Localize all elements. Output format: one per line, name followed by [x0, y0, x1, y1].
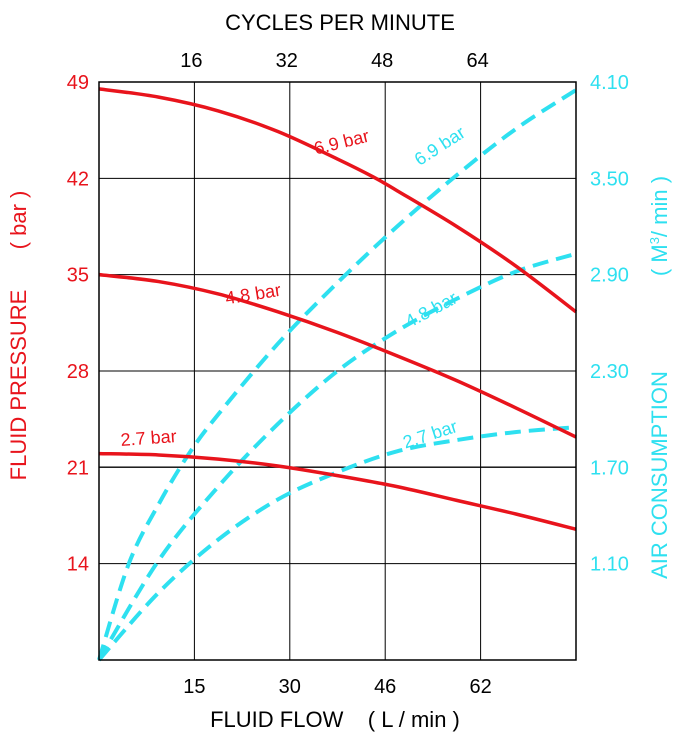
right-tick-label: 4.10 — [590, 72, 629, 94]
right-axis-unit: ( M3/ min ) — [647, 176, 672, 276]
right-axis-unit-suffix: / min ) — [647, 176, 672, 237]
pressure-series-label: 2.7 bar — [120, 426, 177, 450]
air-series-line — [97, 88, 578, 661]
pressure-series-label: 4.8 bar — [224, 280, 282, 309]
right-axis-ticks: 4.10 3.50 2.90 2.30 1.70 1.10 — [590, 72, 629, 576]
right-axis-title: AIR CONSUMPTION — [647, 371, 672, 579]
bottom-axis-ticks: 15 30 46 62 — [183, 676, 491, 698]
right-axis-unit-sup: 3 — [647, 237, 662, 244]
left-tick-label: 35 — [67, 265, 89, 287]
right-axis-unit-prefix: ( M — [647, 244, 672, 276]
bottom-tick-label: 30 — [279, 676, 301, 698]
left-tick-label: 49 — [67, 72, 89, 94]
bottom-tick-label: 46 — [374, 676, 396, 698]
right-tick-label: 2.30 — [590, 361, 629, 383]
pressure-series-line — [98, 451, 577, 531]
right-tick-label: 1.10 — [590, 554, 629, 576]
air-series-label: 4.8 bar — [402, 288, 461, 332]
plot-frame — [98, 81, 577, 661]
air-series-label: 2.7 bar — [400, 416, 459, 452]
left-axis-unit: ( bar ) — [6, 191, 31, 250]
pressure-series-line — [98, 272, 577, 439]
grid — [99, 82, 576, 660]
top-tick-label: 48 — [371, 50, 393, 72]
left-axis-ticks: 49 42 35 28 21 14 — [67, 72, 89, 576]
air-series-label: 6.9 bar — [411, 122, 469, 169]
right-tick-label: 2.90 — [590, 265, 629, 287]
top-tick-label: 64 — [466, 50, 488, 72]
right-tick-label: 1.70 — [590, 457, 629, 479]
bottom-tick-label: 62 — [469, 676, 491, 698]
bottom-axis-title: FLUID FLOW ( L / min ) — [210, 707, 460, 732]
pressure-series-line — [98, 87, 578, 314]
series-layer — [97, 87, 578, 662]
top-tick-label: 16 — [180, 50, 202, 72]
left-axis-title: FLUID PRESSURE — [6, 290, 31, 481]
bottom-tick-label: 15 — [183, 676, 205, 698]
series-labels-layer: 6.9 bar 4.8 bar 2.7 bar 6.9 bar 4.8 bar 2.7 b… — [120, 122, 469, 452]
left-tick-label: 21 — [67, 457, 89, 479]
air-series-line — [97, 425, 577, 662]
pressure-series-label: 6.9 bar — [312, 126, 371, 159]
top-tick-label: 32 — [276, 50, 298, 72]
left-tick-label: 42 — [67, 168, 89, 190]
plot-border — [98, 81, 577, 661]
top-axis-title: CYCLES PER MINUTE — [225, 10, 455, 35]
right-tick-label: 3.50 — [590, 168, 629, 190]
left-tick-label: 28 — [67, 361, 89, 383]
top-axis-ticks: 16 32 48 64 — [180, 50, 488, 72]
left-tick-label: 14 — [67, 554, 89, 576]
air-series-line — [97, 251, 577, 662]
